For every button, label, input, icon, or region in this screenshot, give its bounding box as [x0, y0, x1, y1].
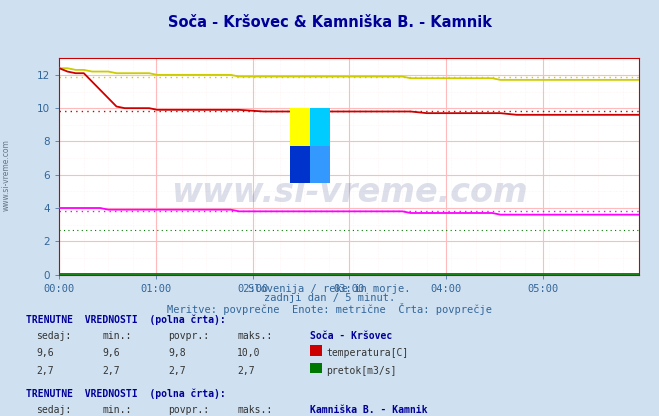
- Text: 10,0: 10,0: [237, 348, 261, 358]
- Text: Soča - Kršovec & Kamniška B. - Kamnik: Soča - Kršovec & Kamniška B. - Kamnik: [167, 15, 492, 30]
- Text: sedaj:: sedaj:: [36, 331, 71, 341]
- Text: www.si-vreme.com: www.si-vreme.com: [171, 176, 528, 209]
- Text: 2,7: 2,7: [168, 366, 186, 376]
- Text: Soča - Kršovec: Soča - Kršovec: [310, 331, 392, 341]
- Text: 2,7: 2,7: [102, 366, 120, 376]
- Text: 9,6: 9,6: [102, 348, 120, 358]
- Text: Meritve: povprečne  Enote: metrične  Črta: povprečje: Meritve: povprečne Enote: metrične Črta:…: [167, 303, 492, 315]
- Text: www.si-vreme.com: www.si-vreme.com: [2, 139, 11, 210]
- Text: min.:: min.:: [102, 405, 132, 415]
- Text: povpr.:: povpr.:: [168, 331, 209, 341]
- Text: temperatura[C]: temperatura[C]: [326, 348, 409, 358]
- Text: pretok[m3/s]: pretok[m3/s]: [326, 366, 397, 376]
- Text: 2,7: 2,7: [36, 366, 54, 376]
- Text: Slovenija / reke in morje.: Slovenija / reke in morje.: [248, 284, 411, 294]
- Text: maks.:: maks.:: [237, 331, 272, 341]
- Text: povpr.:: povpr.:: [168, 405, 209, 415]
- Text: zadnji dan / 5 minut.: zadnji dan / 5 minut.: [264, 293, 395, 303]
- Text: 9,8: 9,8: [168, 348, 186, 358]
- Text: 2,7: 2,7: [237, 366, 255, 376]
- Text: 9,6: 9,6: [36, 348, 54, 358]
- Text: TRENUTNE  VREDNOSTI  (polna črta):: TRENUTNE VREDNOSTI (polna črta):: [26, 389, 226, 399]
- Text: Kamniška B. - Kamnik: Kamniška B. - Kamnik: [310, 405, 427, 415]
- Text: maks.:: maks.:: [237, 405, 272, 415]
- Text: min.:: min.:: [102, 331, 132, 341]
- Text: sedaj:: sedaj:: [36, 405, 71, 415]
- Text: TRENUTNE  VREDNOSTI  (polna črta):: TRENUTNE VREDNOSTI (polna črta):: [26, 314, 226, 324]
